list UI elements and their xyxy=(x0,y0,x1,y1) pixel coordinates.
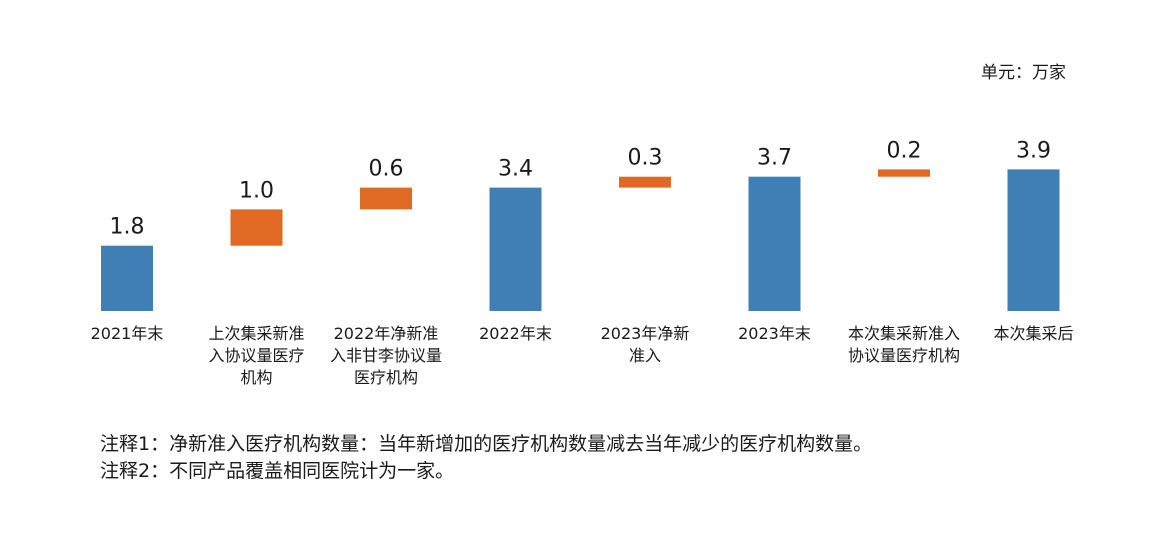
category-label-8: 本次集采后 xyxy=(993,324,1073,343)
value-label-8: 3.9 xyxy=(1016,138,1051,163)
bar-1 xyxy=(101,245,153,311)
category-label-line: 入非甘李协议量 xyxy=(330,346,442,365)
bar-2 xyxy=(230,209,283,246)
bar-4 xyxy=(489,187,542,311)
category-label-6: 2023年末 xyxy=(738,324,811,343)
bar-8 xyxy=(1007,169,1060,311)
category-label-line: 2022年末 xyxy=(479,324,552,343)
category-label-line: 本次集采后 xyxy=(993,324,1073,343)
value-label-3: 0.6 xyxy=(369,157,404,182)
category-label-line: 2022年净新准 xyxy=(334,324,439,343)
notes: 注释1：净新准入医疗机构数量：当年新增加的医疗机构数量减去当年减少的医疗机构数量… xyxy=(100,431,872,485)
value-label-4: 3.4 xyxy=(498,157,533,182)
bars-group xyxy=(101,169,1060,311)
category-label-line: 入协议量医疗 xyxy=(208,346,304,365)
category-label-line: 机构 xyxy=(240,368,272,387)
value-label-6: 3.7 xyxy=(757,146,792,171)
category-label-line: 协议量医疗机构 xyxy=(848,346,960,365)
note-2: 注释2：不同产品覆盖相同医院计为一家。 xyxy=(100,460,455,482)
category-label-line: 本次集采新准入 xyxy=(848,324,960,343)
bar-5 xyxy=(619,176,671,188)
category-label-2: 上次集采新准入协议量医疗机构 xyxy=(208,324,304,387)
category-label-1: 2021年末 xyxy=(91,324,164,343)
category-labels-group: 2021年末 上次集采新准入协议量医疗机构2022年净新准入非甘李协议量医疗机构2… xyxy=(91,324,1074,387)
category-label-line: 医疗机构 xyxy=(354,368,418,387)
value-label-1: 1.8 xyxy=(110,215,145,240)
bar-7 xyxy=(878,169,930,177)
category-label-line: 准入 xyxy=(629,346,661,365)
category-label-3: 2022年净新准入非甘李协议量医疗机构 xyxy=(330,324,442,387)
note-1: 注释1：净新准入医疗机构数量：当年新增加的医疗机构数量减去当年减少的医疗机构数量… xyxy=(100,433,873,455)
value-label-5: 0.3 xyxy=(628,146,663,171)
category-label-line: 2023年末 xyxy=(738,324,811,343)
category-label-7: 本次集采新准入协议量医疗机构 xyxy=(848,324,960,365)
category-label-line: 2021年末 xyxy=(91,324,164,343)
value-label-7: 0.2 xyxy=(887,138,922,163)
bar-6 xyxy=(748,176,801,311)
category-label-line: 上次集采新准 xyxy=(208,324,304,343)
bar-3 xyxy=(360,187,412,210)
unit-label: 单元：万家 xyxy=(981,63,1066,83)
category-label-4: 2022年末 xyxy=(479,324,552,343)
category-label-5: 2023年净新准入 xyxy=(601,324,690,365)
value-labels-group: 1.8 1.0 0.6 3.4 0.3 3.7 0.2 3.9 xyxy=(110,138,1052,239)
category-label-line: 2023年净新 xyxy=(601,324,690,343)
value-label-2: 1.0 xyxy=(239,178,274,203)
